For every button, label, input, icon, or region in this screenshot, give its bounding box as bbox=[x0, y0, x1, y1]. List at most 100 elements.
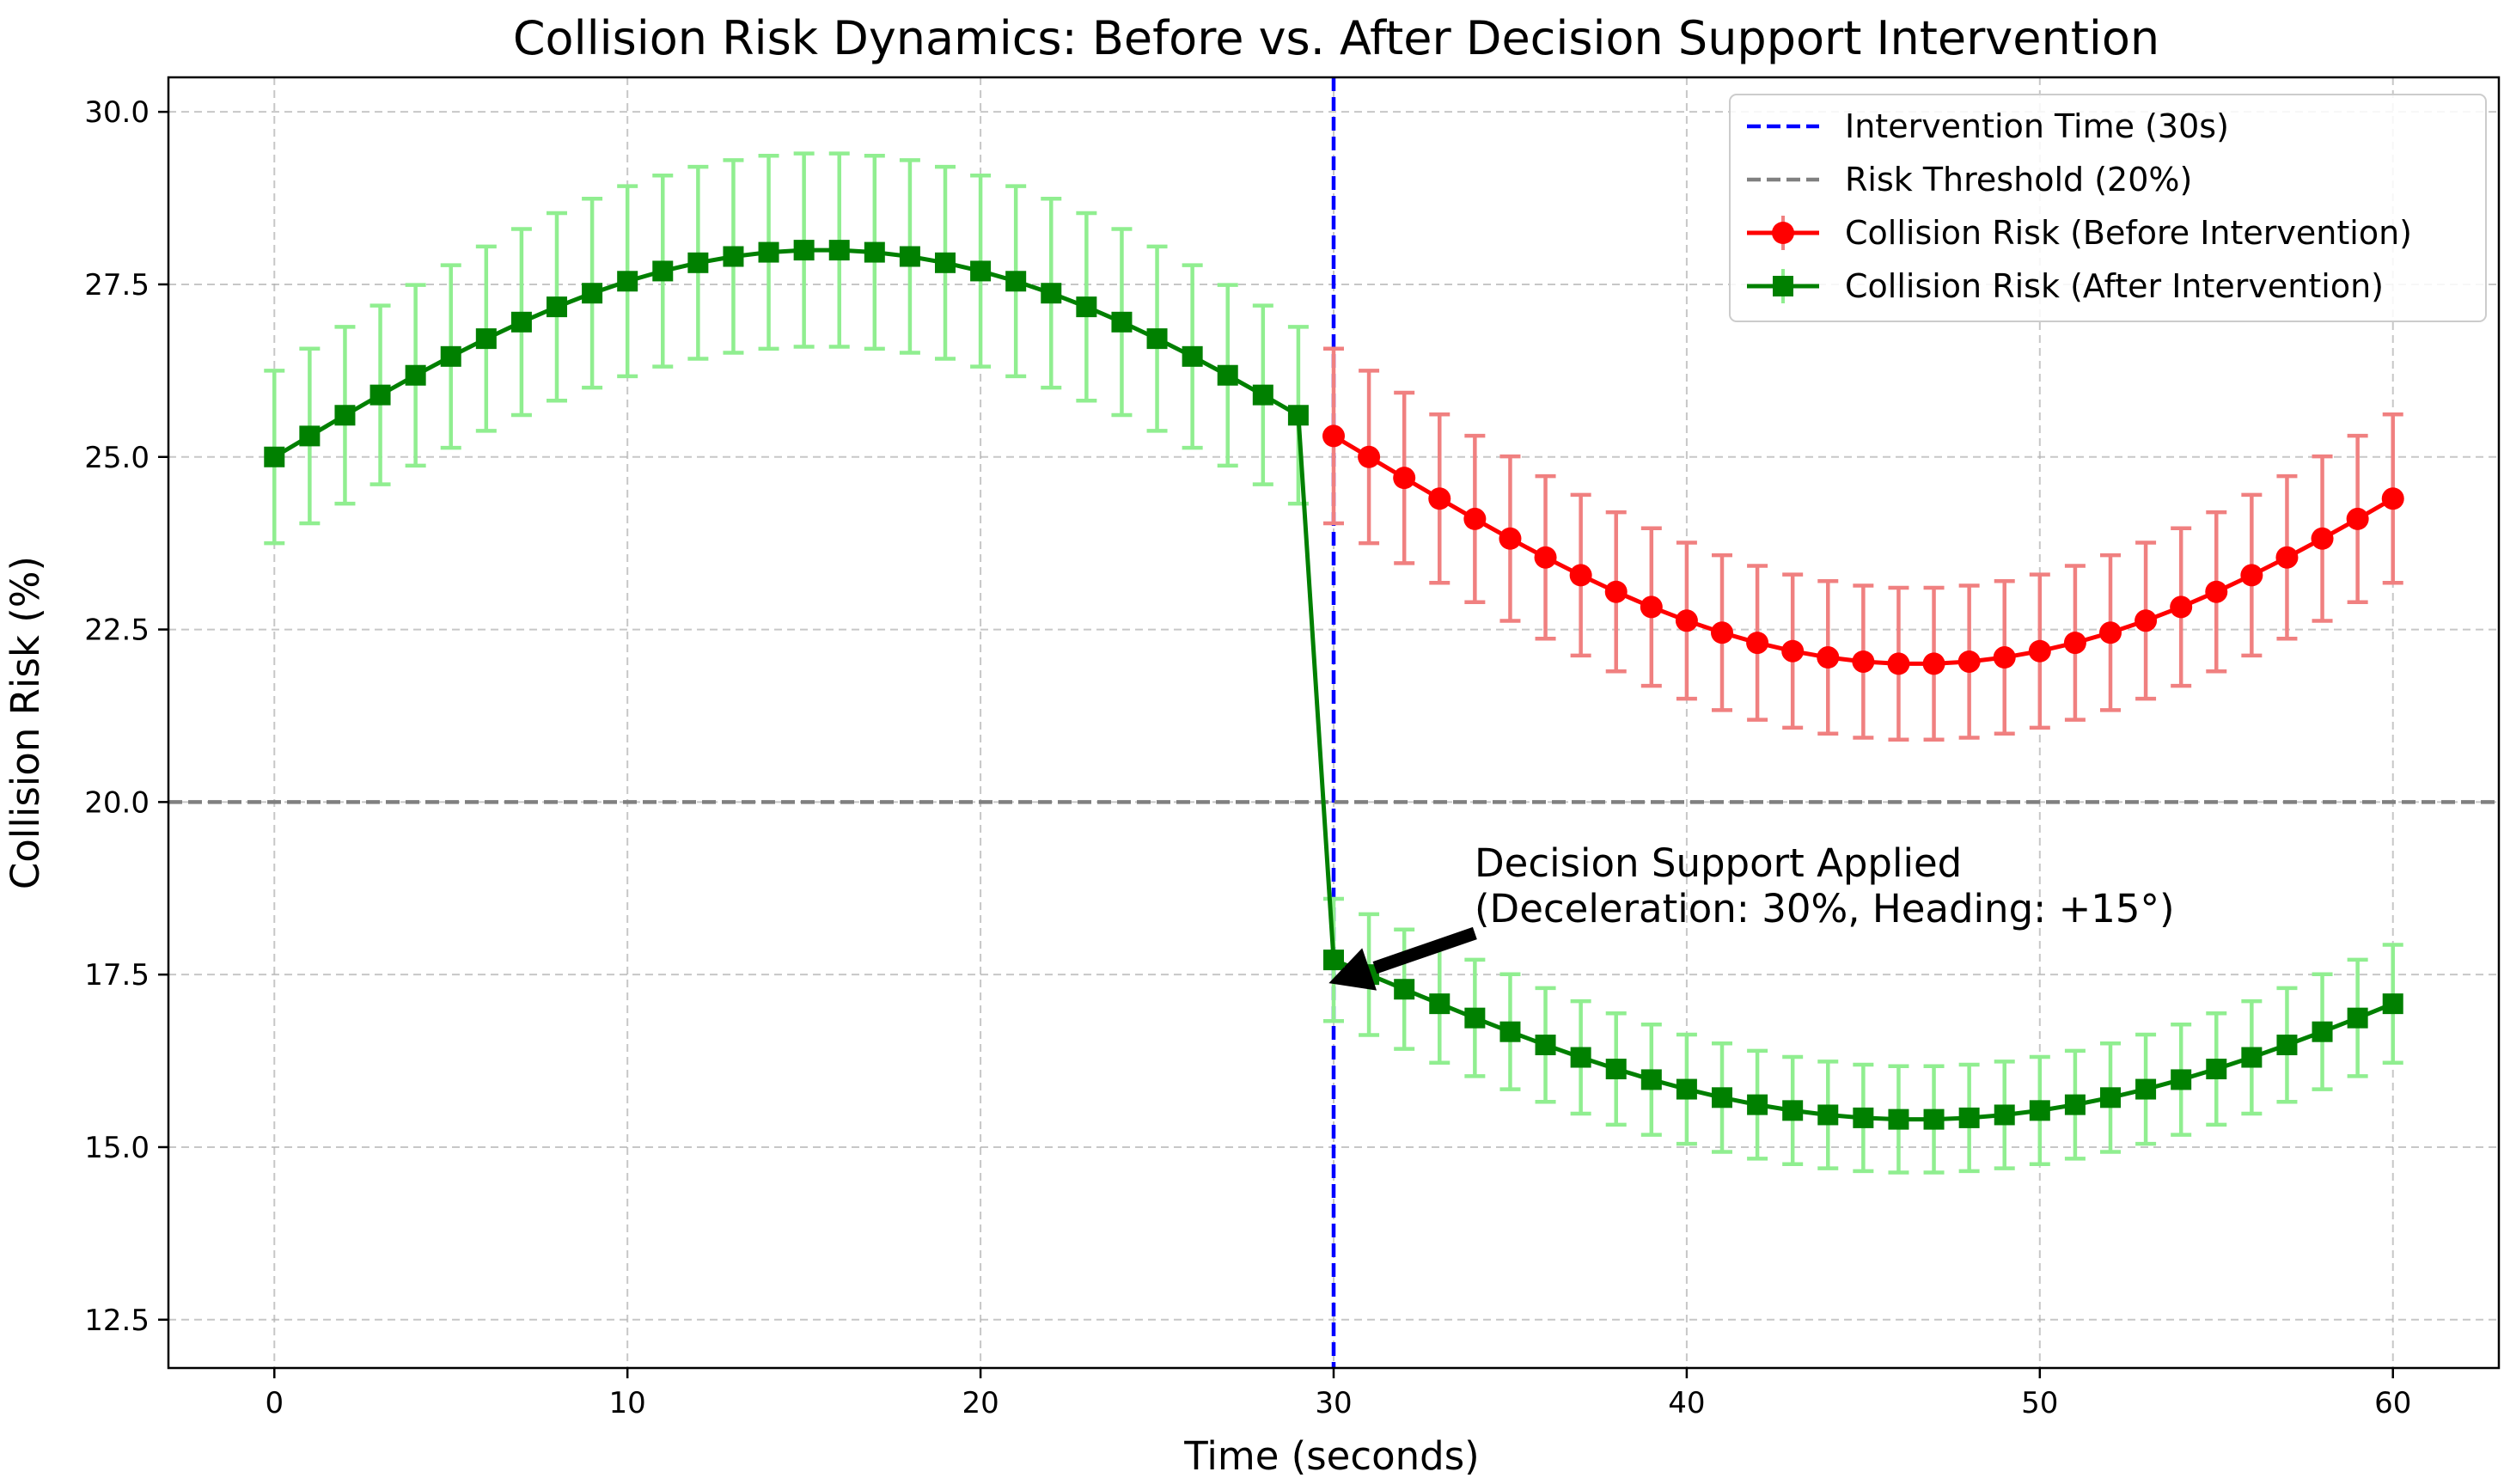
after-marker bbox=[1958, 1107, 1980, 1128]
x-tick-label: 20 bbox=[962, 1386, 999, 1420]
after-marker bbox=[1570, 1047, 1591, 1068]
after-marker bbox=[1464, 1007, 1486, 1029]
y-tick-label: 17.5 bbox=[84, 958, 150, 992]
after-marker bbox=[1712, 1087, 1732, 1108]
before-marker bbox=[2311, 527, 2334, 550]
before-marker bbox=[2381, 487, 2404, 510]
after-marker bbox=[2312, 1021, 2333, 1042]
after-marker bbox=[1499, 1021, 1521, 1042]
before-marker bbox=[1499, 527, 1522, 550]
after-marker bbox=[1605, 1059, 1627, 1080]
after-marker bbox=[935, 252, 956, 273]
x-tick-label: 0 bbox=[265, 1386, 284, 1420]
chart-title: Collision Risk Dynamics: Before vs. Afte… bbox=[513, 11, 2159, 65]
annotation-arrow-head bbox=[1328, 948, 1377, 991]
before-marker bbox=[2170, 595, 2193, 619]
y-tick-label: 20.0 bbox=[84, 785, 150, 820]
before-marker bbox=[2205, 580, 2228, 603]
before-marker bbox=[1428, 487, 1451, 510]
after-marker bbox=[2241, 1047, 2263, 1068]
before-marker bbox=[2346, 507, 2369, 530]
after-marker bbox=[652, 260, 674, 282]
legend-item: Risk Threshold (20%) bbox=[1747, 161, 2192, 198]
before-marker bbox=[2275, 546, 2299, 569]
before-marker bbox=[1569, 564, 1592, 587]
x-tick-label: 10 bbox=[609, 1386, 646, 1420]
annotation-arrow-shaft bbox=[1372, 926, 1477, 974]
after-marker bbox=[2135, 1078, 2157, 1100]
y-tick-label: 27.5 bbox=[84, 268, 150, 302]
series-after-intervention bbox=[264, 151, 2403, 1175]
after-marker bbox=[1252, 384, 1273, 406]
before-marker bbox=[1957, 650, 1981, 673]
after-marker bbox=[1817, 1104, 1839, 1126]
after-marker bbox=[1111, 311, 1133, 333]
x-tick-label: 30 bbox=[1315, 1386, 1352, 1420]
x-tick-label: 50 bbox=[2021, 1386, 2058, 1420]
before-marker bbox=[1675, 609, 1698, 632]
legend-swatch-marker bbox=[1772, 222, 1794, 244]
after-marker bbox=[1888, 1108, 1909, 1130]
after-marker bbox=[758, 241, 779, 263]
annotation: Decision Support Applied(Deceleration: 3… bbox=[1328, 840, 2175, 991]
before-marker bbox=[2240, 564, 2263, 587]
after-marker bbox=[264, 446, 285, 467]
after-marker bbox=[1146, 328, 1168, 350]
after-marker bbox=[2276, 1035, 2298, 1056]
legend: Intervention Time (30s) Risk Threshold (2… bbox=[1729, 94, 2487, 322]
after-marker bbox=[1394, 979, 1415, 1000]
legend-label: Collision Risk (After Intervention) bbox=[1845, 267, 2384, 305]
after-marker bbox=[440, 345, 461, 367]
legend-box bbox=[1729, 94, 2487, 322]
y-tick-label: 15.0 bbox=[84, 1131, 150, 1165]
after-marker bbox=[1005, 271, 1027, 292]
before-marker bbox=[1993, 646, 2016, 669]
y-tick-label: 22.5 bbox=[84, 614, 150, 648]
series bbox=[264, 151, 2404, 1175]
x-tick-label: 60 bbox=[2374, 1386, 2411, 1420]
after-marker bbox=[369, 384, 391, 406]
before-marker bbox=[1817, 646, 1840, 669]
before-marker bbox=[2135, 609, 2158, 632]
after-marker bbox=[582, 283, 603, 304]
before-marker bbox=[1322, 424, 1345, 448]
before-marker bbox=[1534, 546, 1557, 569]
after-marker bbox=[1853, 1107, 1874, 1128]
after-marker bbox=[2064, 1094, 2086, 1115]
after-marker bbox=[299, 425, 321, 447]
after-marker bbox=[1217, 364, 1238, 386]
after-marker bbox=[793, 240, 815, 261]
before-marker bbox=[1393, 467, 1416, 490]
after-marker bbox=[687, 252, 709, 273]
before-marker bbox=[1604, 580, 1628, 603]
x-axis-title: Time (seconds) bbox=[1183, 1433, 1479, 1479]
after-marker bbox=[1182, 345, 1203, 367]
after-marker bbox=[2029, 1100, 2050, 1121]
after-marker bbox=[547, 296, 567, 318]
y-axis-title: Collision Risk (%) bbox=[3, 556, 48, 889]
after-marker bbox=[1429, 993, 1450, 1015]
after-marker bbox=[828, 240, 850, 261]
after-marker bbox=[1747, 1094, 1768, 1115]
before-marker bbox=[1640, 595, 1663, 619]
after-marker bbox=[617, 271, 638, 292]
after-marker bbox=[2206, 1059, 2227, 1080]
after-marker bbox=[864, 241, 885, 263]
before-marker bbox=[2063, 632, 2086, 655]
before-marker bbox=[1711, 621, 1733, 644]
after-marker bbox=[334, 405, 356, 426]
after-marker bbox=[2382, 993, 2403, 1015]
after-marker bbox=[1782, 1100, 1804, 1121]
after-marker bbox=[1640, 1069, 1662, 1090]
axis-ticks: 0 10 20 30 40 50 60 12.5 15.0 17.5 20.0 22.5 25.0 27.… bbox=[84, 95, 2411, 1420]
legend-item: Collision Risk (Before Intervention) bbox=[1747, 214, 2412, 252]
after-marker bbox=[2100, 1087, 2121, 1108]
after-marker bbox=[1994, 1104, 2015, 1126]
after-marker bbox=[1323, 950, 1344, 971]
before-marker bbox=[1887, 652, 1910, 675]
legend-item: Intervention Time (30s) bbox=[1747, 107, 2229, 145]
after-marker bbox=[475, 328, 497, 350]
before-marker bbox=[1463, 507, 1487, 530]
legend-label: Risk Threshold (20%) bbox=[1845, 161, 2192, 198]
after-marker bbox=[2347, 1007, 2368, 1029]
